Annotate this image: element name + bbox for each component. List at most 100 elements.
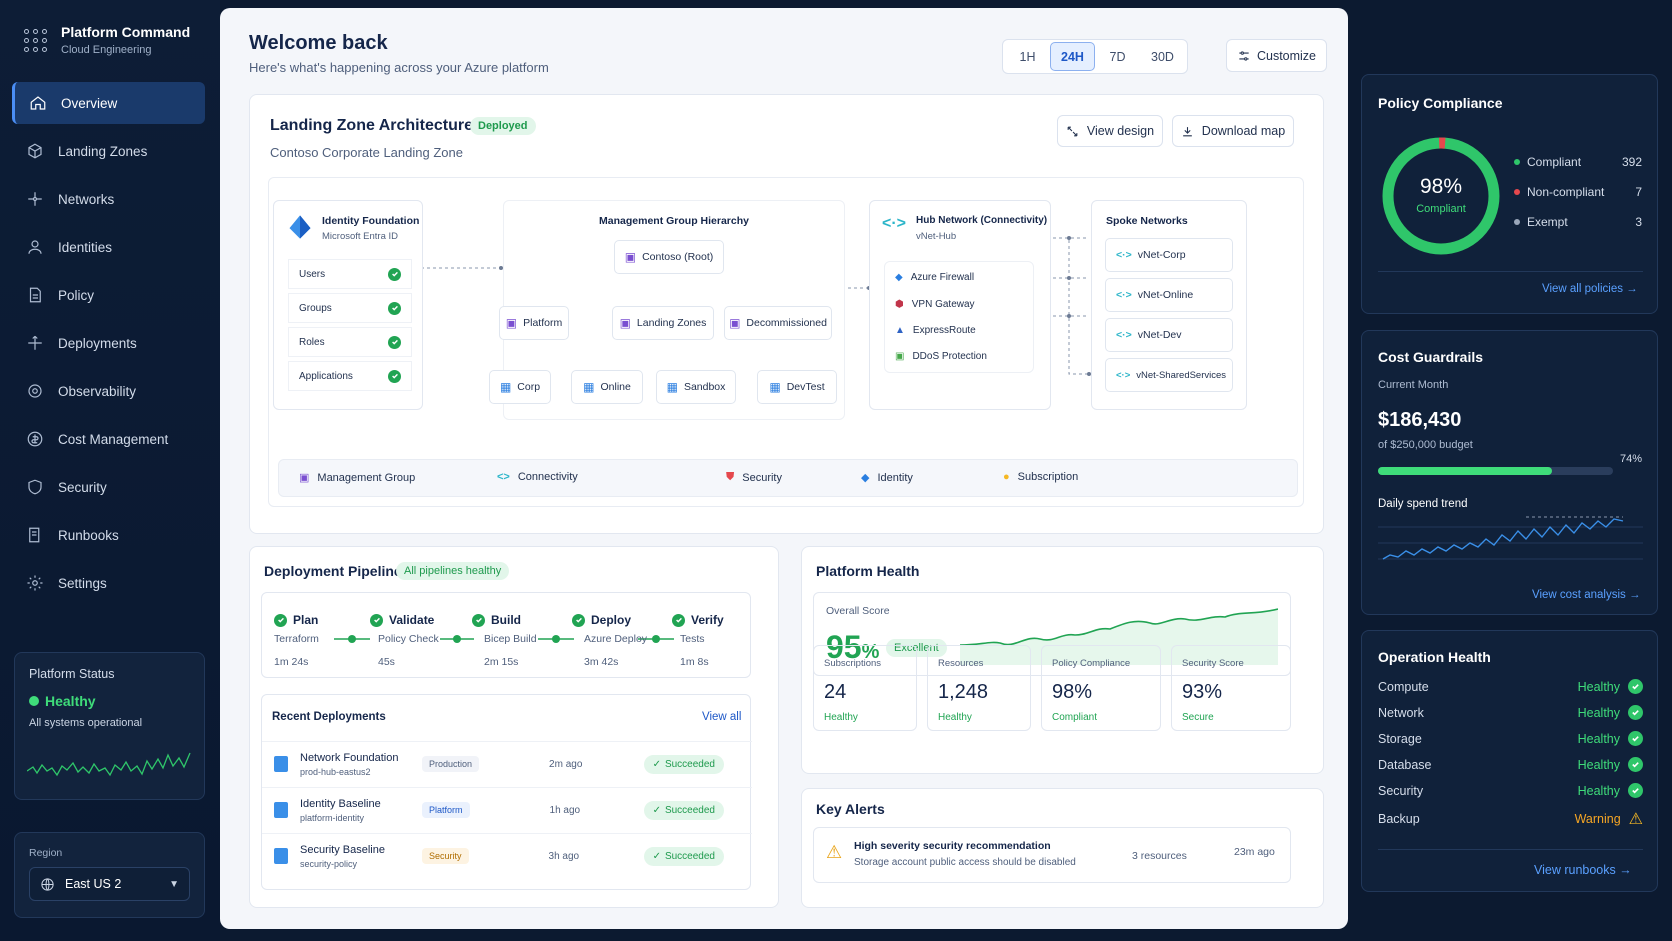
hub-service-label: DDoS Protection <box>912 351 987 362</box>
mg-node-platform[interactable]: ▣ Platform <box>499 306 569 340</box>
time-range-selector: 1H 24H 7D 30D <box>1002 39 1188 74</box>
op-row-database[interactable]: Database Healthy <box>1378 757 1643 772</box>
op-status: Healthy <box>1577 679 1620 694</box>
compliance-row-exempt[interactable]: Exempt 3 <box>1514 215 1642 229</box>
sidebar-item-networks[interactable]: Networks <box>12 178 205 220</box>
identity-item-label: Groups <box>299 302 332 314</box>
spoke-vnet-sharedservices[interactable]: <·> vNet-SharedServices <box>1105 358 1233 392</box>
op-label: Security <box>1378 783 1424 798</box>
stat-policy-compliance[interactable]: Policy Compliance 98% Compliant <box>1041 645 1161 731</box>
expand-icon <box>1067 126 1078 136</box>
identity-item-applications[interactable]: Applications <box>288 361 412 391</box>
grid-icon[interactable] <box>24 28 47 52</box>
compliance-donut <box>1382 137 1500 255</box>
compliance-row-compliant[interactable]: Compliant 392 <box>1514 155 1642 169</box>
customize-label: Customize <box>1256 48 1317 63</box>
range-30d[interactable]: 30D <box>1151 49 1174 64</box>
stat-resources[interactable]: Resources 1,248 Healthy <box>927 645 1031 731</box>
page-title: Welcome back <box>249 32 388 54</box>
deployment-name: Network Foundation <box>300 751 399 764</box>
hub-service-ddos[interactable]: ▣ DDoS Protection <box>895 351 987 362</box>
pipeline-step-deploy[interactable]: Deploy Azure Deploy 3m 42s <box>572 613 647 668</box>
sidebar-item-policy[interactable]: Policy <box>12 274 205 316</box>
key-alerts-card: Key Alerts ⚠ High severity security reco… <box>801 788 1324 908</box>
subscription-icon: ▦ <box>499 380 512 394</box>
identity-title: Identity Foundation <box>322 215 420 227</box>
step-name: Build <box>491 613 521 627</box>
budget-progress-bar <box>1378 467 1613 475</box>
view-cost-analysis-link[interactable]: View cost analysis → <box>1532 589 1641 601</box>
hub-service-vpn[interactable]: ⬢ VPN Gateway <box>895 299 975 310</box>
table-row[interactable]: Security Baseline security-policy Securit… <box>262 833 752 878</box>
view-design-button[interactable]: View design <box>1057 115 1163 147</box>
spoke-vnet-dev[interactable]: <·> vNet-Dev <box>1105 318 1233 352</box>
stat-status: Secure <box>1182 712 1214 723</box>
mg-node-decommissioned[interactable]: ▣ Decommissioned <box>724 306 832 340</box>
sidebar-item-cost-management[interactable]: Cost Management <box>12 418 205 460</box>
view-all-link[interactable]: View all <box>702 711 742 723</box>
sidebar-item-label: Overview <box>61 95 118 111</box>
legend-item-management-group: ▣ Management Group <box>299 471 415 485</box>
management-group-icon: ▣ <box>729 316 741 330</box>
deployment-name: Security Baseline <box>300 843 385 856</box>
mg-node-corp[interactable]: ▦ Corp <box>489 370 551 404</box>
management-group-icon: ▣ <box>619 316 631 330</box>
region-select[interactable]: East US 2 ▼ <box>29 867 190 901</box>
mg-node-label: DevTest <box>786 381 825 393</box>
view-all-policies-link[interactable]: View all policies → <box>1542 283 1638 295</box>
range-7d[interactable]: 7D <box>1109 49 1126 64</box>
pipeline-step-validate[interactable]: Validate Policy Check 45s <box>370 613 439 668</box>
sidebar-item-runbooks[interactable]: Runbooks <box>12 514 205 556</box>
range-24h[interactable]: 24H <box>1050 42 1095 71</box>
spoke-vnet-online[interactable]: <·> vNet-Online <box>1105 278 1233 312</box>
overall-score-value: 95% <box>826 629 879 666</box>
sidebar-item-landing-zones[interactable]: Landing Zones <box>12 130 205 172</box>
pipeline-step-verify[interactable]: Verify Tests 1m 8s <box>672 613 724 668</box>
user-icon <box>28 240 42 254</box>
mg-node-label: Platform <box>523 317 563 329</box>
table-row[interactable]: Identity Baseline platform-identity Platf… <box>262 787 752 832</box>
op-row-storage[interactable]: Storage Healthy <box>1378 731 1643 746</box>
legend-item-connectivity: <> Connectivity <box>497 471 578 483</box>
sidebar-item-security[interactable]: Security <box>12 466 205 508</box>
customize-button[interactable]: Customize <box>1226 39 1327 72</box>
stat-status: Healthy <box>938 712 972 723</box>
view-runbooks-link[interactable]: View runbooks → <box>1534 863 1632 877</box>
op-row-compute[interactable]: Compute Healthy <box>1378 679 1643 694</box>
platform-status-title: Platform Status <box>29 667 115 681</box>
op-row-security[interactable]: Security Healthy <box>1378 783 1643 798</box>
firewall-icon: ◆ <box>895 272 903 283</box>
stat-subscriptions[interactable]: Subscriptions 24 Healthy <box>813 645 917 731</box>
compliance-row-noncompliant[interactable]: Non-compliant 7 <box>1514 185 1642 199</box>
mg-node-devtest[interactable]: ▦ DevTest <box>757 370 837 404</box>
hub-service-expressroute[interactable]: ▲ ExpressRoute <box>895 325 976 336</box>
sidebar-item-overview[interactable]: Overview <box>12 82 205 124</box>
mg-node-root[interactable]: ▣ Contoso (Root) <box>614 240 724 274</box>
mg-node-sandbox[interactable]: ▦ Sandbox <box>656 370 736 404</box>
alert-item[interactable]: ⚠ High severity security recommendation … <box>813 827 1291 883</box>
op-row-network[interactable]: Network Healthy <box>1378 705 1643 720</box>
deployment-sub: platform-identity <box>300 812 365 823</box>
sidebar-item-settings[interactable]: Settings <box>12 562 205 604</box>
sidebar-item-identities[interactable]: Identities <box>12 226 205 268</box>
stat-value: 93% <box>1182 681 1223 703</box>
pipeline-step-plan[interactable]: Plan Terraform 1m 24s <box>274 613 319 668</box>
identity-item-roles[interactable]: Roles <box>288 327 412 357</box>
mg-node-online[interactable]: ▦ Online <box>571 370 643 404</box>
mg-node-label: Contoso (Root) <box>642 251 714 263</box>
identity-item-users[interactable]: Users <box>288 259 412 289</box>
identity-item-groups[interactable]: Groups <box>288 293 412 323</box>
spoke-vnet-corp[interactable]: <·> vNet-Corp <box>1105 238 1233 272</box>
hub-service-firewall[interactable]: ◆ Azure Firewall <box>895 272 974 283</box>
sidebar-item-deployments[interactable]: Deployments <box>12 322 205 364</box>
download-map-button[interactable]: Download map <box>1172 115 1294 147</box>
range-1h[interactable]: 1H <box>1019 49 1036 64</box>
op-row-backup[interactable]: Backup Warning ⚠ <box>1378 809 1643 829</box>
hub-service-label: VPN Gateway <box>911 299 975 310</box>
stat-security-score[interactable]: Security Score 93% Secure <box>1171 645 1291 731</box>
pipeline-step-build[interactable]: Build Bicep Build 2m 15s <box>472 613 537 668</box>
table-row[interactable]: Network Foundation prod-hub-eastus2 Produ… <box>262 741 752 786</box>
mg-node-landing-zones[interactable]: ▣ Landing Zones <box>612 306 714 340</box>
sidebar-item-observability[interactable]: Observability <box>12 370 205 412</box>
spoke-label: vNet-SharedServices <box>1136 369 1227 381</box>
